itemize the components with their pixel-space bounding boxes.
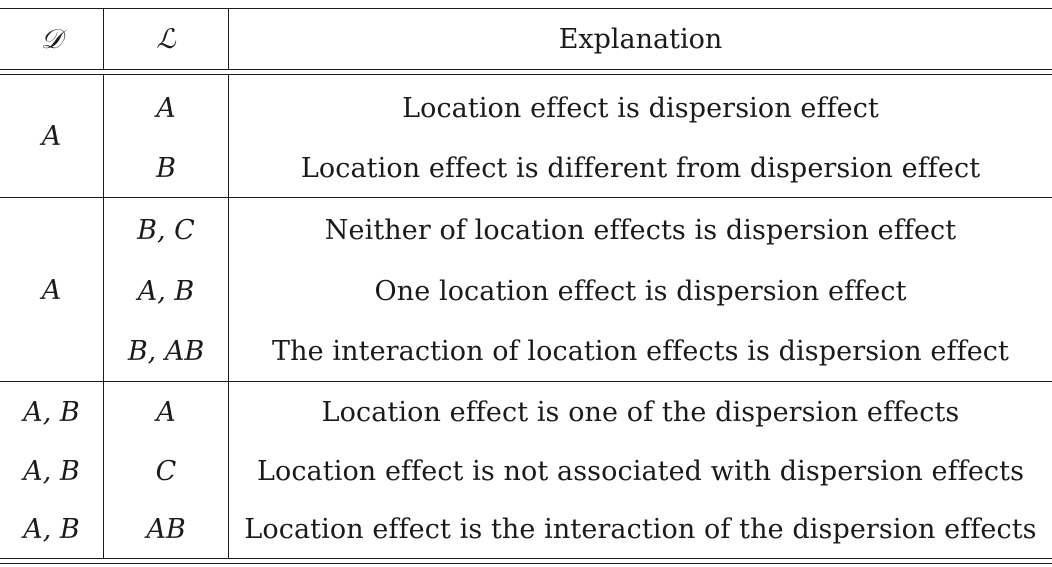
group-2-rule [0, 381, 1052, 383]
col-divider-1-header [103, 8, 105, 69]
group-2-d: A [41, 274, 62, 306]
group-2-row-2-explanation: One location effect is dispersion effect [374, 276, 907, 307]
header-double-rule-upper [0, 69, 1052, 71]
header-double-rule-lower [0, 74, 1052, 76]
col-divider-1-body [103, 74, 105, 558]
col-divider-2-body [228, 74, 230, 558]
header-l: ℒ [156, 24, 176, 55]
group-2-row-1-explanation: Neither of location effects is dispersio… [324, 215, 957, 246]
group-3-row-2-explanation: Location effect is not associated with d… [256, 456, 1025, 487]
group-1-rule [0, 197, 1052, 199]
group-1-row-2-l: B [156, 152, 176, 184]
group-3-row-2-l: C [155, 456, 177, 487]
group-2-row-2-l: A, B [137, 276, 195, 307]
group-2-row-3-explanation: The interaction of location effects is d… [272, 336, 1009, 367]
group-1-row-2-explanation: Location effect is different from disper… [300, 152, 981, 184]
group-3-row-3-l: AB [146, 514, 186, 545]
group-3-row-3-d: A, B [23, 514, 80, 545]
bottom-double-rule-upper [0, 558, 1052, 560]
group-3-row-1-l: A [156, 397, 176, 428]
group-3-row-1-explanation: Location effect is one of the dispersion… [321, 397, 960, 428]
group-2-row-1-l: B, C [137, 215, 195, 246]
col-divider-2-header [228, 8, 230, 69]
group-2-row-3-l: B, AB [127, 336, 205, 367]
group-1-d: A [41, 121, 62, 152]
bottom-double-rule-lower [0, 563, 1052, 565]
group-3-row-3-explanation: Location effect is the interaction of th… [244, 514, 1037, 545]
group-1-row-1-explanation: Location effect is dispersion effect [402, 92, 879, 124]
group-3-row-2-d: A, B [23, 456, 80, 487]
group-3-row-1-d: A, B [23, 397, 80, 428]
header-explanation: Explanation [558, 24, 723, 55]
group-1-row-1-l: A [156, 92, 176, 124]
top-rule [0, 8, 1052, 10]
header-d: 𝒟 [40, 24, 63, 55]
